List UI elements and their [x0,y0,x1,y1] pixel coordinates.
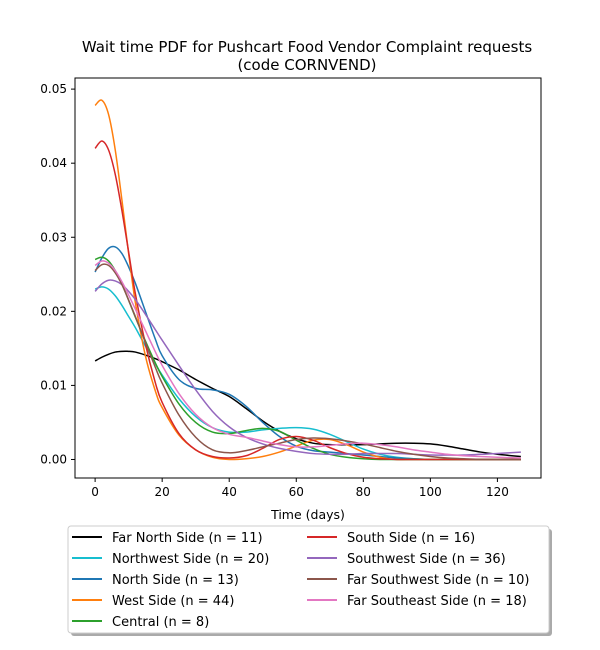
x-tick-label: 100 [419,485,442,499]
legend-label-2: North Side (n = 13) [112,573,239,588]
x-tick-label: 20 [155,485,170,499]
x-axis-label: Time (days) [270,507,345,522]
series-line-5 [94,140,521,461]
legend-label-5: South Side (n = 16) [347,531,475,546]
legend-label-6: Southwest Side (n = 36) [347,552,506,567]
legend: Far North Side (n = 11) Northwest Side (n… [67,525,552,636]
series-layer [94,99,521,461]
y-axis: 0.00 0.01 0.02 0.03 0.04 0.05 [40,82,75,466]
y-tick-label: 0.03 [40,230,67,244]
y-tick-label: 0.04 [40,156,67,170]
x-tick-label: 60 [289,485,304,499]
legend-label-0: Far North Side (n = 11) [112,531,263,546]
legend-label-4: Central (n = 8) [112,615,209,630]
legend-label-7: Far Southwest Side (n = 10) [347,573,529,588]
chart-title: Wait time PDF for Pushcart Food Vendor C… [82,38,532,56]
chart-subtitle: (code CORNVEND) [237,56,376,74]
x-tick-label: 80 [356,485,371,499]
y-tick-label: 0.02 [40,304,67,318]
x-axis: 0 20 40 60 80 100 120 [91,478,509,499]
plot-area [75,78,541,478]
series-line-6 [94,279,521,456]
series-line-8 [94,260,521,459]
legend-label-3: West Side (n = 44) [112,594,234,609]
legend-items: Far North Side (n = 11) Northwest Side (n… [72,531,529,630]
legend-label-8: Far Southeast Side (n = 18) [347,594,527,609]
x-tick-label: 40 [222,485,237,499]
series-line-7 [94,263,521,461]
plot-frame [74,77,542,479]
x-tick-label: 0 [91,485,99,499]
y-tick-label: 0.01 [40,378,67,392]
series-line-0 [94,350,521,458]
x-tick-label: 120 [486,485,509,499]
y-tick-label: 0.05 [40,82,67,96]
y-tick-label: 0.00 [40,452,67,466]
legend-label-1: Northwest Side (n = 20) [112,552,269,567]
